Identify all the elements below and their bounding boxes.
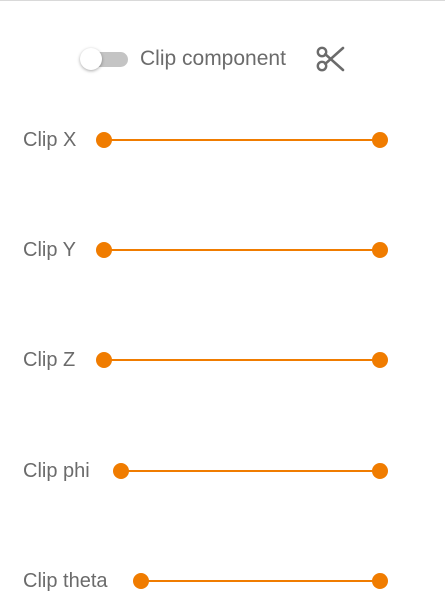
clip-header: Clip component [0,38,445,80]
slider-max-handle[interactable] [372,352,388,368]
clip-component-label: Clip component [140,47,286,70]
slider-rail [104,249,380,251]
slider-max-handle[interactable] [372,463,388,479]
slider-min-handle[interactable] [96,242,112,258]
top-divider [0,0,445,1]
toggle-knob [80,48,102,70]
slider-row-clip-phi: Clip phi [0,456,445,486]
slider-label: Clip Z [23,349,76,371]
slider-max-handle[interactable] [372,132,388,148]
slider-min-handle[interactable] [113,463,129,479]
slider-rail [104,359,380,361]
clip-x-slider[interactable] [96,125,388,155]
slider-min-handle[interactable] [133,573,149,589]
slider-rail [141,580,380,582]
clip-theta-slider[interactable] [133,566,388,596]
slider-label: Clip phi [23,460,90,482]
clip-y-slider[interactable] [96,235,388,265]
slider-min-handle[interactable] [96,132,112,148]
slider-rail [121,470,380,472]
slider-label: Clip theta [23,570,108,592]
slider-row-clip-x: Clip X [0,125,445,155]
slider-row-clip-z: Clip Z [0,345,445,375]
slider-min-handle[interactable] [96,352,112,368]
clip-z-slider[interactable] [96,345,388,375]
slider-max-handle[interactable] [372,573,388,589]
slider-rail [104,139,380,141]
clip-phi-slider[interactable] [113,456,388,486]
slider-row-clip-theta: Clip theta [0,566,445,596]
slider-label: Clip Y [23,239,76,261]
slider-row-clip-y: Clip Y [0,235,445,265]
slider-max-handle[interactable] [372,242,388,258]
clip-component-toggle[interactable] [80,48,128,70]
slider-label: Clip X [23,129,77,151]
scissors-icon[interactable] [314,43,346,75]
